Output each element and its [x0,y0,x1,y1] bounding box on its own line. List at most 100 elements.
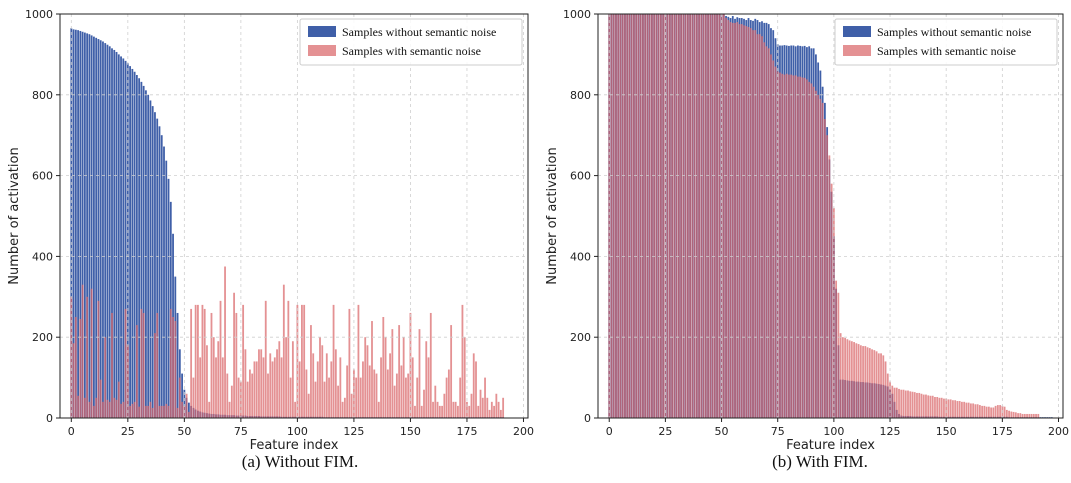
bar [434,385,437,418]
bar [1030,413,1033,418]
bar [276,349,278,418]
bar [985,406,988,418]
bar [1014,412,1017,418]
bar [108,46,111,418]
bar [648,14,651,418]
bar [999,405,1001,418]
bar [291,341,294,418]
bar [178,377,181,418]
legend-swatch [843,26,871,37]
bar [99,379,102,418]
bar [846,339,849,418]
bar [481,397,484,418]
bar [389,353,391,418]
bar [610,14,613,418]
bar [927,395,930,418]
bar [472,353,475,418]
bar [154,112,156,418]
bar [95,397,98,418]
bar [799,76,802,418]
bar [490,401,493,418]
bar [815,90,817,418]
y-tick-label: 0 [46,412,53,425]
bar [133,401,136,418]
bar [115,51,118,418]
bar [626,14,629,418]
caption-without-fim: (a) Without FIM. [241,452,359,471]
bar [938,397,941,418]
bar [660,14,662,418]
x-tick-label: 100 [823,425,844,438]
bar [425,341,428,418]
bar [961,401,963,418]
bar [269,353,272,418]
bar [443,393,446,418]
legend-swatch [843,45,871,56]
bar [806,79,808,418]
bar [835,280,838,418]
bar [135,325,138,418]
y-tick-label: 600 [570,170,591,183]
bar [821,102,824,418]
bar [499,409,502,418]
bar [841,337,844,418]
bar [651,14,653,418]
bar [452,401,455,418]
legend-swatch [308,45,336,56]
bar [328,377,330,418]
bar [140,308,143,418]
bar [126,63,129,418]
bar [350,393,353,418]
bar [282,284,285,418]
y-axis-label: Number of activation [545,147,560,284]
bar [242,304,245,418]
legend-label: Samples with semantic noise [877,44,1016,58]
bar [181,401,183,418]
bar [375,373,378,418]
bar [348,308,351,418]
bar [949,399,952,418]
bar [612,14,615,418]
y-tick-label: 400 [570,250,591,263]
bar [190,308,193,418]
bar [877,353,880,418]
bar [319,337,321,418]
bar [407,373,410,418]
bar [871,349,873,418]
bar [653,14,656,418]
legend-label: Samples with semantic noise [342,44,481,58]
bar [722,14,725,418]
bar [133,71,136,418]
bar [176,312,179,418]
bar [797,76,799,418]
bar [321,345,324,418]
bar [907,390,909,418]
bar [167,405,170,418]
y-tick-label: 1000 [563,8,591,21]
bar [145,90,147,418]
bar [221,357,224,418]
bar [495,393,498,418]
bar [149,401,152,418]
x-tick-label: 50 [177,425,191,438]
bar [1028,413,1031,418]
bar [400,365,403,418]
bar [911,391,914,418]
bar [671,14,674,418]
bar [267,373,269,418]
bar [963,401,966,418]
x-tick-label: 100 [287,425,308,438]
bar [74,29,77,418]
bar [249,369,251,418]
bar [909,391,912,418]
bar [414,405,416,418]
bar [1023,413,1026,418]
bar [438,405,441,418]
bar [271,361,274,418]
bar [86,296,89,418]
bar [862,346,864,418]
bar [158,126,161,418]
bar [102,401,104,418]
bar [149,100,152,418]
bar [832,207,835,418]
